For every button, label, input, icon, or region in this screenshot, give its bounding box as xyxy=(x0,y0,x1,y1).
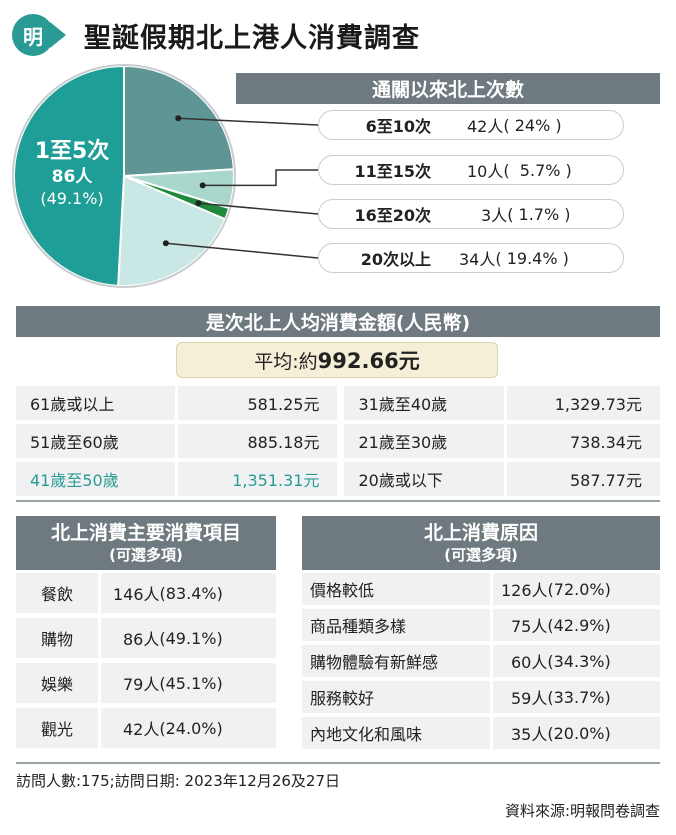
legend-pill: 16至20次 3人 ( 1.7% ) xyxy=(318,199,624,229)
slice-0-count: 86人 xyxy=(51,167,93,187)
reasons-title: 北上消費原因 xyxy=(423,522,538,544)
legend-count: 10人 xyxy=(467,162,504,181)
legend-label: 20次以上 xyxy=(360,250,431,269)
item-label: 觀光 xyxy=(16,708,98,748)
reason-value: 59人( 33.7% ) xyxy=(493,681,660,713)
item-label: 購物 xyxy=(16,618,98,658)
age-label: 51歲至60歲 xyxy=(16,424,176,458)
table-row: 51歲至60歲 885.18元 21歲至30歲 738.34元 xyxy=(16,424,660,458)
visits-pie-chart xyxy=(12,64,319,288)
item-value: 86人( 49.1% ) xyxy=(101,618,276,658)
table-row: 觀光 42人( 24.0% ) xyxy=(16,708,276,748)
logo-tail xyxy=(50,22,66,48)
source-note: 資料來源:明報問卷調查 xyxy=(504,802,660,820)
leader-dot-2 xyxy=(199,182,206,189)
age-value: 587.77元 xyxy=(506,462,660,496)
age-value: 581.25元 xyxy=(178,386,338,420)
legend-pill: 6至10次 42人 ( 24% ) xyxy=(318,110,624,140)
age-value: 738.34元 xyxy=(506,424,660,458)
reason-label: 服務較好 xyxy=(302,681,490,713)
divider xyxy=(16,762,660,764)
legend-label: 6至10次 xyxy=(365,117,431,136)
table-row: 服務較好 59人( 33.7% ) xyxy=(302,681,660,713)
average-label: 平均:約 xyxy=(254,350,318,373)
item-label: 餐飲 xyxy=(16,573,98,613)
reason-value: 126人( 72.0% ) xyxy=(493,573,660,605)
logo-text: 明 xyxy=(23,24,43,49)
legend-count: 34人 xyxy=(459,250,496,269)
table-row: 娛樂 79人( 45.1% ) xyxy=(16,663,276,703)
pie-slice-0 xyxy=(13,64,125,287)
items-subtitle: (可選多項) xyxy=(109,546,183,564)
table-row: 61歲或以上 581.25元 31歲至40歲 1,329.73元 xyxy=(16,386,660,420)
age-value: 1,329.73元 xyxy=(506,386,660,420)
reasons-subtitle: (可選多項) xyxy=(444,546,518,564)
spending-section-title: 是次北上人均消費金額(人民幣) xyxy=(16,306,660,337)
legend-label: 16至20次 xyxy=(354,206,431,225)
legend-percent: ( 19.4% ) xyxy=(495,248,569,268)
items-section-title: 北上消費主要消費項目 (可選多項) xyxy=(16,516,276,570)
reason-value: 35人( 20.0% ) xyxy=(493,717,660,749)
item-value: 42人( 24.0% ) xyxy=(101,708,276,748)
reasons-table: 價格較低 126人( 72.0% ) 商品種類多樣 75人( 42.9% ) 購… xyxy=(302,573,660,749)
reason-value: 60人( 34.3% ) xyxy=(493,645,660,677)
legend-label: 11至15次 xyxy=(354,162,431,181)
item-label: 娛樂 xyxy=(16,663,98,703)
reason-label: 價格較低 xyxy=(302,573,490,605)
legend-percent: ( 24% ) xyxy=(503,115,562,135)
leader-line-4 xyxy=(165,242,319,259)
visits-section-title: 通關以來北上次數 xyxy=(236,73,660,104)
age-label: 20歲或以下 xyxy=(344,462,504,496)
leader-dot-3 xyxy=(195,200,202,207)
pie-slice-4 xyxy=(117,174,227,287)
legend-percent: ( 5.7% ) xyxy=(503,160,572,180)
age-label-highlight: 41歲至50歲 xyxy=(16,462,176,496)
legend-pill: 20次以上 34人 ( 19.4% ) xyxy=(318,243,624,273)
table-row: 商品種類多樣 75人( 42.9% ) xyxy=(302,609,660,641)
age-value-highlight: 1,351.31元 xyxy=(178,462,338,496)
legend-pill: 11至15次 10人 ( 5.7% ) xyxy=(318,155,624,185)
page-title: 聖誕假期北上港人消費調查 xyxy=(84,23,420,54)
table-row: 購物體驗有新鮮感 60人( 34.3% ) xyxy=(302,645,660,677)
items-title: 北上消費主要消費項目 xyxy=(50,522,241,544)
age-value: 885.18元 xyxy=(178,424,338,458)
table-row: 餐飲 146人( 83.4% ) xyxy=(16,573,276,613)
pie-main-label: 1至5次 86人 (49.1%) xyxy=(22,138,122,210)
reason-label: 商品種類多樣 xyxy=(302,609,490,641)
logo: 明 xyxy=(12,14,54,56)
age-label: 61歲或以上 xyxy=(16,386,176,420)
item-value: 79人( 45.1% ) xyxy=(101,663,276,703)
table-row: 41歲至50歲 1,351.31元 20歲或以下 587.77元 xyxy=(16,462,660,496)
reason-label: 內地文化和風味 xyxy=(302,717,490,749)
slice-0-percent: (49.1%) xyxy=(40,189,104,208)
table-row: 價格較低 126人( 72.0% ) xyxy=(302,573,660,605)
legend-count: 3人 xyxy=(481,206,508,225)
leader-line-2 xyxy=(202,169,318,187)
table-row: 購物 86人( 49.1% ) xyxy=(16,618,276,658)
items-table: 餐飲 146人( 83.4% ) 購物 86人( 49.1% ) 娛樂 79人(… xyxy=(16,573,276,748)
survey-info: 訪問人數:175;訪問日期: 2023年12月26及27日 xyxy=(16,772,340,790)
age-label: 31歲至40歲 xyxy=(344,386,504,420)
divider xyxy=(16,500,660,502)
legend-count: 42人 xyxy=(467,117,504,136)
legend-percent: ( 1.7% ) xyxy=(507,204,571,224)
reasons-section-title: 北上消費原因 (可選多項) xyxy=(302,516,660,570)
pie-outline xyxy=(12,64,236,288)
table-row: 內地文化和風味 35人( 20.0% ) xyxy=(302,717,660,749)
average-value: 992.66元 xyxy=(317,349,420,373)
reason-label: 購物體驗有新鮮感 xyxy=(302,645,490,677)
reason-value: 75人( 42.9% ) xyxy=(493,609,660,641)
average-spending: 平均:約 992.66元 xyxy=(176,342,498,378)
leader-dot-4 xyxy=(162,240,169,247)
age-spending-table: 61歲或以上 581.25元 31歲至40歲 1,329.73元 51歲至60歲… xyxy=(16,386,660,496)
leader-dot-1 xyxy=(175,115,182,122)
age-label: 21歲至30歲 xyxy=(344,424,504,458)
slice-0-label: 1至5次 xyxy=(34,139,110,164)
leader-line-3 xyxy=(198,202,319,215)
leader-line-1 xyxy=(178,117,319,126)
item-value: 146人( 83.4% ) xyxy=(101,573,276,613)
